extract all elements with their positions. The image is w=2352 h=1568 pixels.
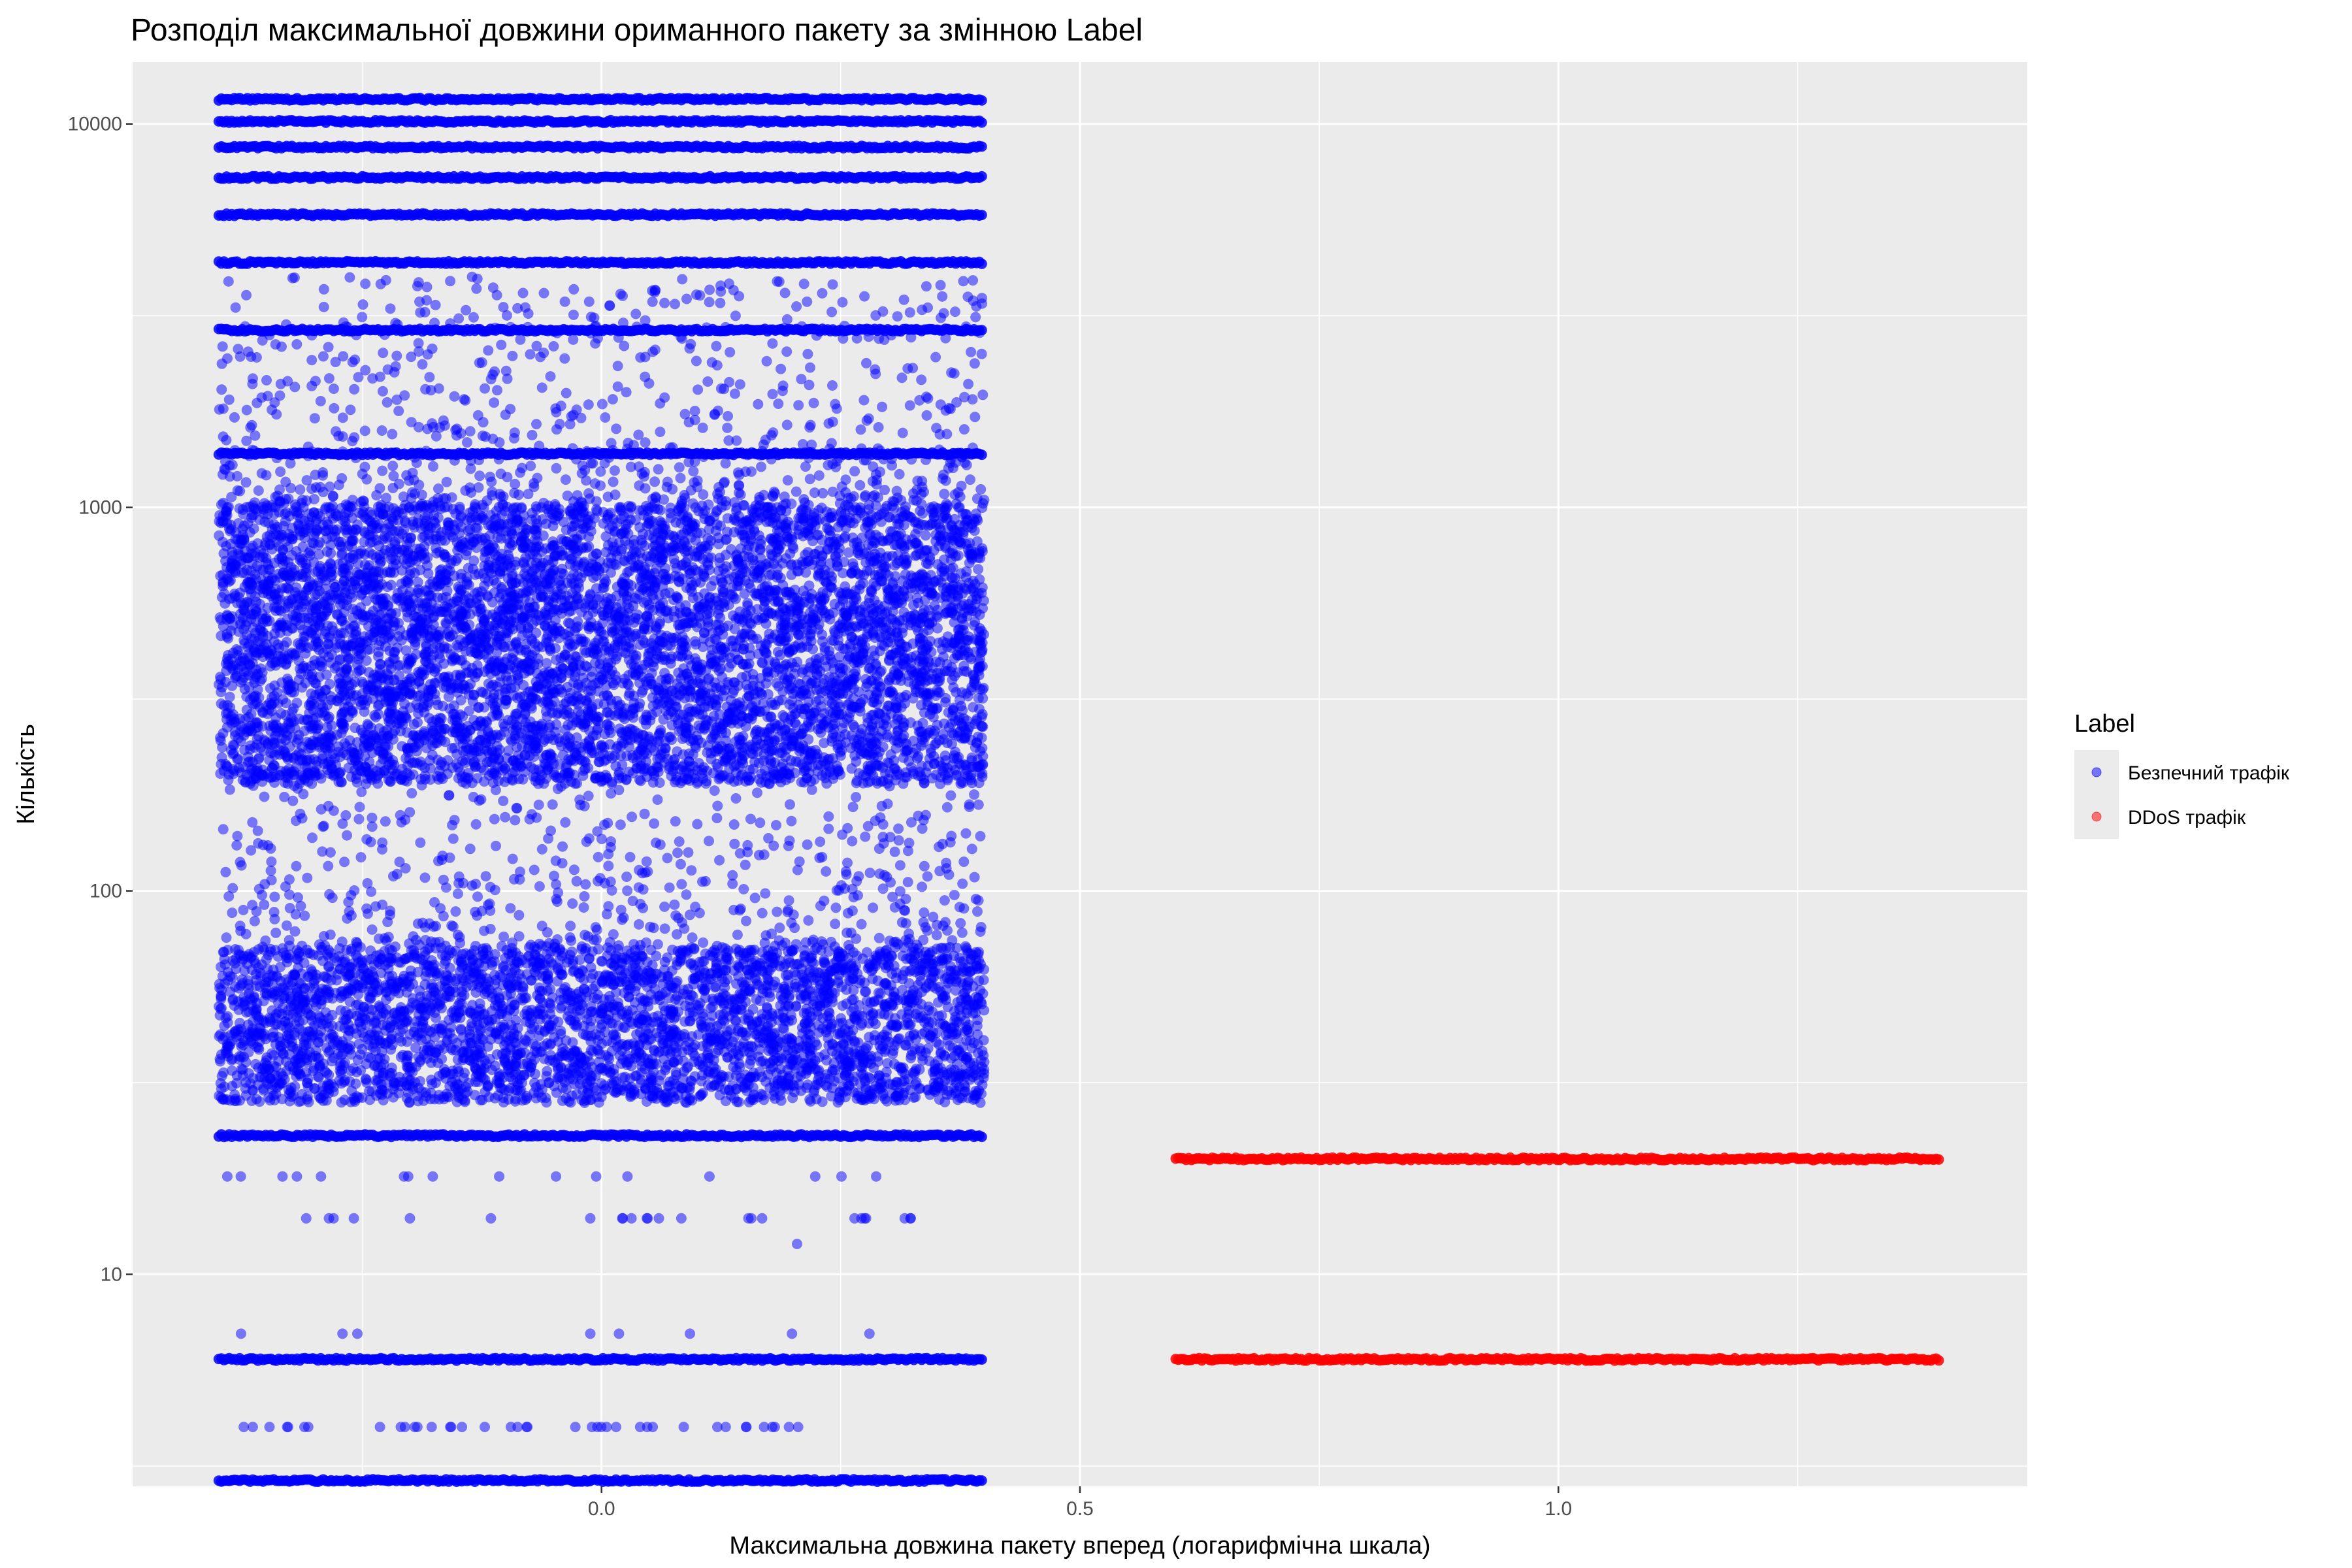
series-points: [213, 92, 990, 1487]
data-point: [976, 117, 987, 128]
data-point: [976, 171, 987, 182]
data-point: [976, 449, 987, 461]
data-point: [976, 210, 987, 220]
data-points: [213, 92, 1944, 1487]
plot-panel: [133, 62, 2027, 1487]
data-point: [216, 1003, 227, 1014]
data-point: [219, 1021, 230, 1032]
data-point: [976, 258, 987, 269]
data-point: [751, 994, 762, 1005]
data-point: [382, 1037, 393, 1048]
major-gridlines: [133, 62, 2027, 1486]
data-point: [976, 1475, 987, 1486]
data-point: [976, 141, 987, 152]
data-point: [976, 1132, 987, 1143]
chart-title: Розподіл максимальної довжини ориманного…: [131, 13, 1143, 48]
data-point: [976, 1354, 987, 1365]
data-point: [976, 95, 987, 106]
data-point: [216, 991, 227, 1002]
data-point: [747, 1004, 759, 1015]
